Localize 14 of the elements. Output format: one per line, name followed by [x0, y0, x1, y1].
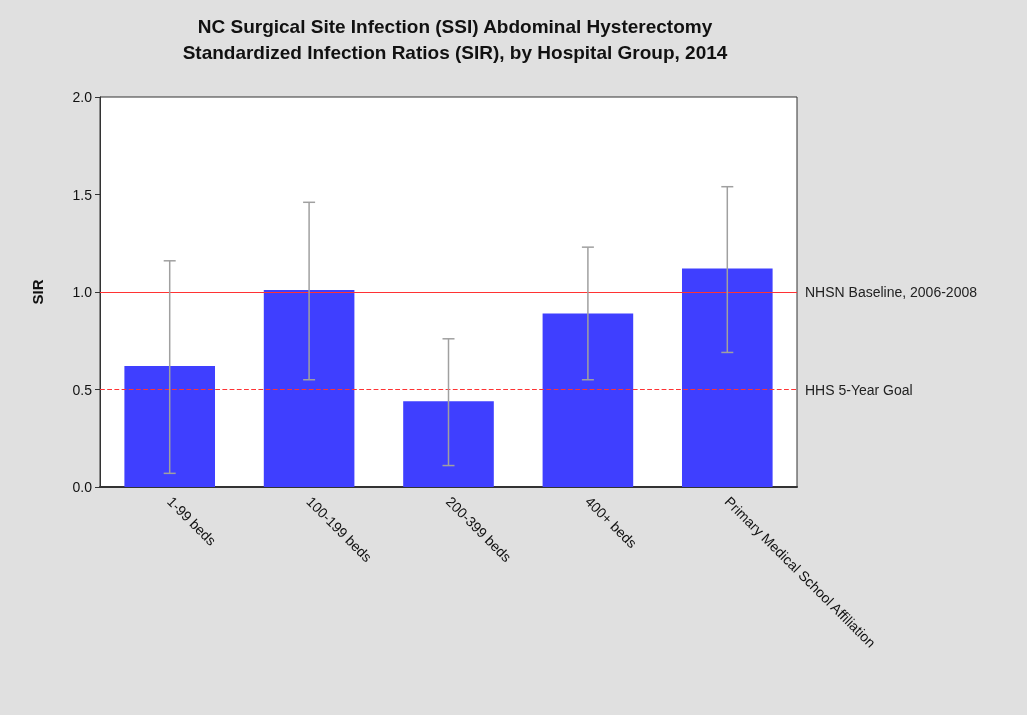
bar: [682, 268, 773, 487]
y-tick-label: 1.5: [72, 186, 93, 203]
chart-title: NC Surgical Site Infection (SSI) Abdominal Hysterectomy Standardized Infection Ratios (SIR), by Hospital Group, 2014: [182, 15, 728, 63]
y-tick-label: 1.0: [72, 284, 93, 300]
bar: [542, 313, 634, 487]
y-tick-label: 0.0: [72, 479, 93, 495]
ref-line-label: NHSN Baseline, 2006-2008: [805, 284, 978, 300]
bar: [263, 290, 355, 487]
y-tick-label: 2.0: [72, 89, 93, 105]
ref-line-label: HHS 5-Year Goal: [805, 381, 913, 398]
bar: [124, 366, 216, 487]
y-axis-title: SIR: [29, 279, 46, 305]
bar: [403, 401, 494, 487]
y-tick-label: 0.5: [72, 381, 93, 398]
